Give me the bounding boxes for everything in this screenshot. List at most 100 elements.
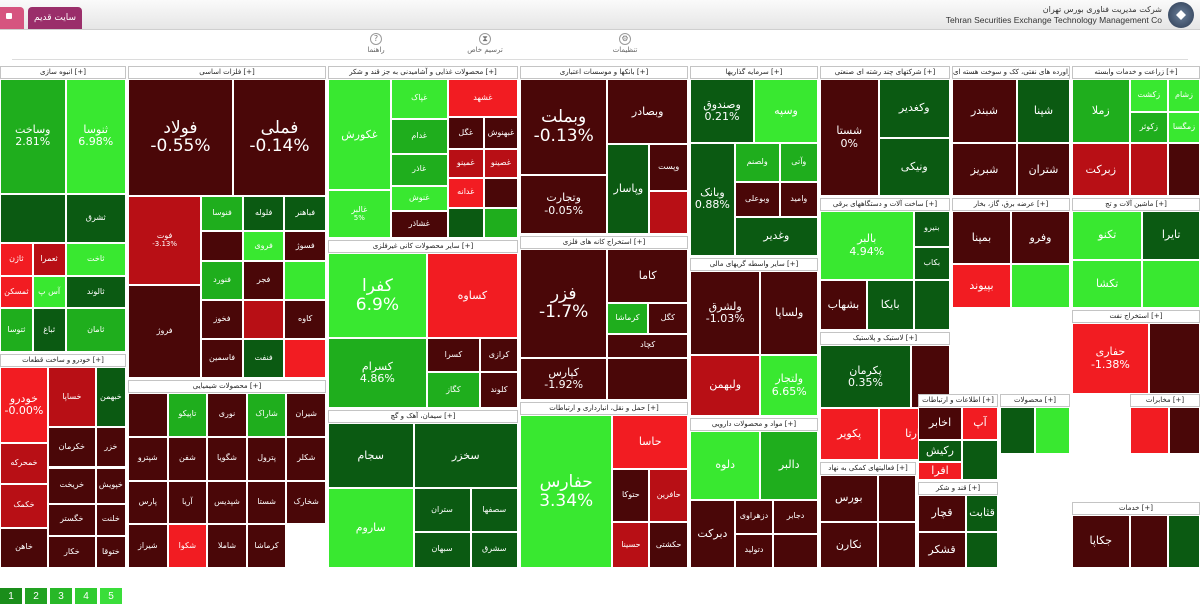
stock-tile[interactable]: زشام: [1168, 79, 1200, 112]
stock-tile[interactable]: خریخت: [47, 467, 96, 504]
sector-title[interactable]: اطلاعات و ارتباطات [+]: [918, 394, 998, 407]
stock-tile[interactable]: بشهاب: [820, 280, 867, 330]
stock-tile[interactable]: غدانه: [447, 177, 484, 208]
stock-tile[interactable]: فباهنر: [284, 195, 326, 232]
stock-tile[interactable]: شپنا: [1016, 79, 1070, 144]
stock-tile[interactable]: تکشا: [1072, 259, 1143, 308]
stock-tile[interactable]: وسپه: [754, 79, 818, 143]
stock-tile[interactable]: زبرکت: [1072, 143, 1130, 196]
stock-tile[interactable]: ساروم: [328, 488, 414, 568]
stock-tile[interactable]: وکغدیر: [878, 79, 950, 138]
stock-tile[interactable]: غشهد: [447, 79, 518, 118]
stock-tile[interactable]: غمینو: [447, 148, 484, 178]
stock-tile[interactable]: سخزر: [413, 423, 518, 489]
sector-title[interactable]: خودرو و ساخت قطعات [+]: [0, 354, 126, 367]
page-button[interactable]: 2: [25, 588, 47, 604]
sector-title[interactable]: عرضه برق، گاز، بخار [+]: [952, 198, 1070, 211]
sector-title[interactable]: سایر محصولات کانی غیرفلزی [+]: [328, 240, 518, 253]
stock-tile[interactable]: افرا: [918, 461, 962, 480]
stock-tile[interactable]: [128, 393, 168, 437]
stock-tile[interactable]: غبهنوش: [483, 117, 518, 149]
sector-title[interactable]: انبوه سازی [+]: [0, 66, 126, 79]
stock-tile[interactable]: شگویا: [207, 436, 247, 481]
stock-tile[interactable]: [1035, 407, 1070, 454]
stock-tile[interactable]: خبهمن: [95, 367, 126, 428]
stock-tile[interactable]: [1129, 143, 1168, 196]
page-button[interactable]: 3: [50, 588, 72, 604]
stock-tile[interactable]: پترول: [246, 436, 287, 481]
stock-tile[interactable]: حفاری -1.38%: [1072, 323, 1149, 394]
stock-tile[interactable]: وبملت -0.13%: [520, 79, 608, 176]
stock-tile[interactable]: کاما: [607, 249, 688, 304]
stock-tile[interactable]: کفرا 6.9%: [328, 253, 427, 339]
stock-tile[interactable]: قشکر: [918, 531, 966, 568]
sector-title[interactable]: فراورده های نفتی، کک و سوخت هسته ای [+]: [952, 66, 1070, 79]
stock-tile[interactable]: زکشت: [1129, 79, 1168, 112]
stock-tile[interactable]: خلنت: [95, 503, 126, 536]
sector-title[interactable]: قند و شکر [+]: [918, 482, 998, 495]
sector-title[interactable]: استخراج نفت [+]: [1072, 310, 1200, 323]
stock-tile[interactable]: خزر: [95, 427, 126, 468]
stock-tile[interactable]: خساپا: [47, 367, 96, 428]
stock-tile[interactable]: دجابر: [773, 499, 818, 534]
stock-tile[interactable]: اخابر: [918, 407, 962, 440]
stock-tile[interactable]: [1168, 515, 1200, 568]
sector-title[interactable]: مواد و محصولات دارویی [+]: [690, 418, 818, 431]
stock-tile[interactable]: شکوا: [167, 524, 208, 568]
stock-tile[interactable]: نوری: [207, 393, 247, 437]
stock-tile[interactable]: قثابت: [966, 495, 998, 532]
stock-tile[interactable]: [483, 177, 518, 208]
stock-tile[interactable]: زکوثر: [1129, 111, 1168, 144]
stock-tile[interactable]: ستران: [413, 488, 471, 532]
stock-tile[interactable]: کگاز: [426, 372, 480, 408]
stock-tile[interactable]: ثتوسا: [0, 308, 33, 352]
stock-tile[interactable]: شاملا: [207, 524, 247, 568]
stock-tile[interactable]: بایکا: [866, 280, 914, 330]
stock-tile[interactable]: آس پ: [32, 275, 66, 309]
stock-tile[interactable]: تکنو: [1072, 211, 1143, 260]
stock-tile[interactable]: ختوقا: [95, 535, 126, 568]
stock-tile[interactable]: دالبر: [760, 431, 818, 500]
stock-tile[interactable]: کرازی: [480, 338, 518, 373]
stock-tile[interactable]: سصفها: [470, 488, 518, 532]
stock-tile[interactable]: حسینا: [612, 522, 650, 568]
sector-title[interactable]: لاستیک و پلاستیک [+]: [820, 332, 950, 345]
stock-tile[interactable]: ثعمرا: [32, 242, 66, 276]
stock-tile[interactable]: دتولید: [734, 533, 774, 568]
stock-tile[interactable]: [962, 439, 998, 480]
stock-tile[interactable]: وساخت 2.81%: [0, 79, 66, 194]
stock-tile[interactable]: فنورد: [201, 261, 243, 301]
stock-tile[interactable]: غگل: [447, 117, 484, 149]
stock-tile[interactable]: کساوه: [426, 253, 518, 339]
stock-tile[interactable]: رکیش: [918, 439, 962, 462]
stock-tile[interactable]: فولاد -0.55%: [128, 79, 233, 196]
stock-tile[interactable]: زملا: [1072, 79, 1130, 144]
home-tab[interactable]: [0, 7, 24, 29]
stock-tile[interactable]: شاراک: [246, 393, 287, 437]
stock-tile[interactable]: ثامان: [65, 308, 126, 352]
stock-tile[interactable]: ثشرق: [65, 193, 126, 243]
stock-tile[interactable]: تاپیکو: [167, 393, 208, 437]
stock-tile[interactable]: سبهان: [413, 531, 471, 568]
stock-tile[interactable]: ثمسکن: [0, 275, 33, 309]
stock-tile[interactable]: [773, 533, 818, 568]
stock-tile[interactable]: فاسمین: [201, 339, 243, 378]
stock-tile[interactable]: وبانک 0.88%: [690, 142, 735, 256]
page-button[interactable]: 1: [0, 588, 22, 604]
stock-tile[interactable]: شستا: [246, 480, 287, 525]
stock-tile[interactable]: ولبهمن: [690, 355, 761, 416]
stock-tile[interactable]: حاسا: [612, 415, 688, 469]
stock-tile[interactable]: فنفت: [242, 339, 285, 378]
sector-title[interactable]: فلزات اساسی [+]: [128, 66, 326, 79]
stock-tile[interactable]: فخوز: [201, 300, 243, 340]
stock-tile[interactable]: [447, 207, 484, 238]
stock-tile[interactable]: کسرا: [426, 338, 480, 373]
stock-tile[interactable]: شیران: [286, 393, 326, 437]
stock-tile[interactable]: آریا: [167, 480, 208, 525]
sector-title[interactable]: سرمایه گذاریها [+]: [690, 66, 818, 79]
sector-title[interactable]: سایر واسطه گریهای مالی [+]: [690, 258, 818, 271]
stock-tile[interactable]: حافرین: [649, 468, 688, 523]
stock-tile[interactable]: کلوند: [480, 372, 518, 408]
stock-tile[interactable]: خگستر: [47, 503, 96, 536]
stock-tile[interactable]: فزر -1.7%: [520, 249, 608, 358]
